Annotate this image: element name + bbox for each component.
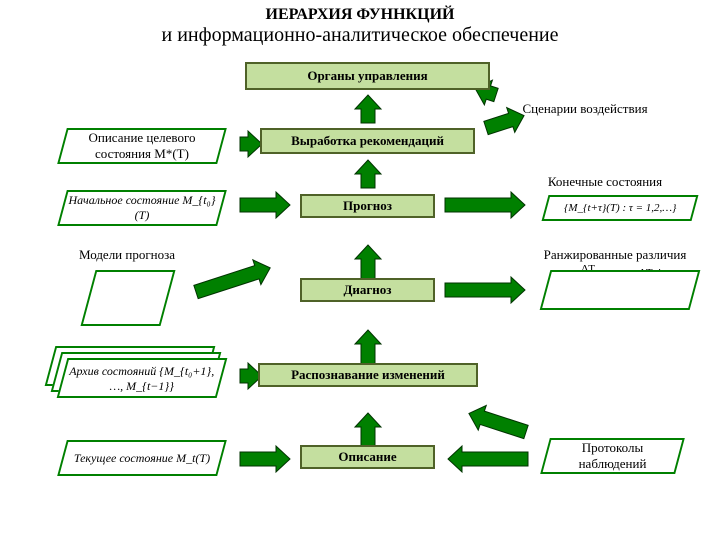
- models_p: [80, 270, 175, 326]
- description-label: Описание: [338, 449, 396, 465]
- endstates_p-label: {M_{t+τ}(T) : τ = 1,2,…}: [564, 202, 676, 214]
- initstate-label: Начальное состояние M_{t₀}(T): [68, 193, 216, 223]
- mgmt: Органы управления: [245, 62, 490, 90]
- diagnosis-label: Диагноз: [343, 282, 391, 298]
- endstates_p: {M_{t+τ}(T) : τ = 1,2,…}: [542, 195, 699, 221]
- archive: Архив состояний {M_{t₀+1}, …, M_{t−1}}: [62, 358, 222, 398]
- ranked-label: Ранжированные различия: [530, 247, 700, 263]
- description: Описание: [300, 445, 435, 469]
- recs-label: Выработка рекомендаций: [291, 133, 444, 149]
- initstate: Начальное состояние M_{t₀}(T): [57, 190, 227, 226]
- goalstate: Описание целевого состояния М*(Т): [57, 128, 227, 164]
- scenarios-label: Сценарии воздействия: [500, 101, 670, 117]
- diagnosis: Диагноз: [300, 278, 435, 302]
- recognition-label: Распознавание изменений: [291, 367, 445, 383]
- protocols-label: Протоколы наблюдений: [551, 440, 674, 472]
- models-label: Модели прогноза: [62, 247, 192, 263]
- forecast: Прогноз: [300, 194, 435, 218]
- protocols: Протоколы наблюдений: [540, 438, 685, 474]
- recognition: Распознавание изменений: [258, 363, 478, 387]
- goalstate-label: Описание целевого состояния М*(Т): [68, 130, 216, 162]
- recs: Выработка рекомендаций: [260, 128, 475, 154]
- endstates-label: Конечные состояния: [530, 174, 680, 190]
- current: Текущее состояние M_t(T): [57, 440, 227, 476]
- forecast-label: Прогноз: [343, 198, 392, 214]
- mgmt-label: Органы управления: [307, 68, 427, 84]
- ranked_p: [540, 270, 701, 310]
- current-label: Текущее состояние M_t(T): [74, 451, 210, 466]
